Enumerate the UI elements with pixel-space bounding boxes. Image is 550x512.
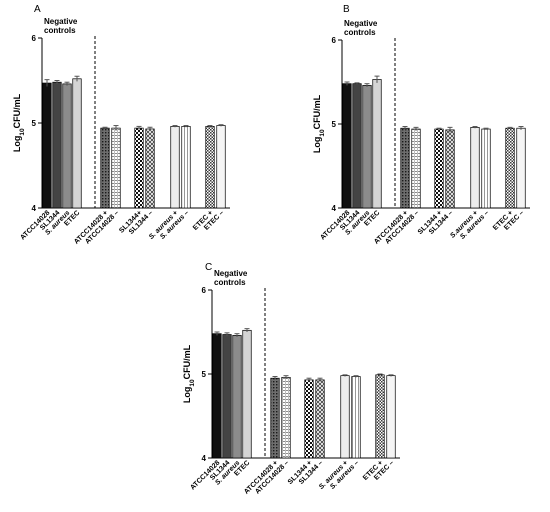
y-tick-label: 4 bbox=[332, 204, 337, 213]
bar-10 bbox=[181, 126, 191, 209]
y-axis-label: Log10CFU/mL bbox=[312, 94, 326, 153]
bar-12 bbox=[516, 127, 526, 209]
bar-8 bbox=[315, 379, 325, 459]
y-tick-label: 6 bbox=[202, 286, 207, 295]
bar-2 bbox=[352, 83, 362, 209]
negative-controls-label: Negative controls bbox=[214, 269, 248, 287]
y-axis-label: Log10CFU/mL bbox=[12, 93, 26, 152]
y-tick-label: 4 bbox=[202, 454, 207, 463]
bar-11 bbox=[375, 374, 385, 459]
bar-11 bbox=[505, 127, 515, 209]
panel-letter: B bbox=[343, 4, 350, 15]
y-axis-label: Log10CFU/mL bbox=[182, 344, 196, 403]
bar-1 bbox=[342, 83, 352, 209]
bar-1 bbox=[212, 333, 222, 459]
bar-7 bbox=[134, 127, 144, 209]
y-tick-label: 5 bbox=[32, 119, 37, 128]
bar-12 bbox=[386, 375, 396, 459]
bar-9 bbox=[340, 375, 350, 459]
bar-7 bbox=[434, 128, 444, 209]
panel-letter: A bbox=[34, 4, 41, 15]
y-tick-label: 5 bbox=[202, 370, 207, 379]
y-tick-label: 4 bbox=[32, 204, 37, 213]
bar-6 bbox=[111, 127, 121, 209]
bar-8 bbox=[445, 129, 455, 209]
bar-4 bbox=[72, 78, 82, 209]
bar-5 bbox=[400, 127, 410, 209]
bar-1 bbox=[42, 82, 52, 209]
bar-10 bbox=[351, 376, 361, 459]
bar-7 bbox=[304, 379, 314, 459]
bar-5 bbox=[270, 377, 280, 459]
bar-2 bbox=[52, 81, 62, 209]
bar-2 bbox=[222, 334, 232, 459]
bar-6 bbox=[411, 128, 421, 209]
bar-8 bbox=[145, 128, 155, 209]
bar-3 bbox=[362, 85, 372, 209]
negative-controls-label: Negative controls bbox=[344, 19, 378, 37]
bar-4 bbox=[372, 79, 382, 209]
bar-5 bbox=[100, 127, 110, 209]
bar-6 bbox=[281, 377, 291, 459]
bar-9 bbox=[470, 127, 480, 209]
bar-11 bbox=[205, 126, 215, 209]
bar-10 bbox=[481, 128, 491, 209]
bar-12 bbox=[216, 125, 226, 209]
y-tick-label: 6 bbox=[332, 36, 337, 45]
panel-letter: C bbox=[205, 262, 212, 273]
bar-3 bbox=[232, 335, 242, 459]
bar-9 bbox=[170, 126, 180, 209]
negative-controls-label: Negative controls bbox=[44, 17, 78, 35]
y-tick-label: 5 bbox=[332, 120, 337, 129]
y-tick-label: 6 bbox=[32, 34, 37, 43]
bar-4 bbox=[242, 329, 252, 459]
bar-3 bbox=[62, 83, 72, 209]
